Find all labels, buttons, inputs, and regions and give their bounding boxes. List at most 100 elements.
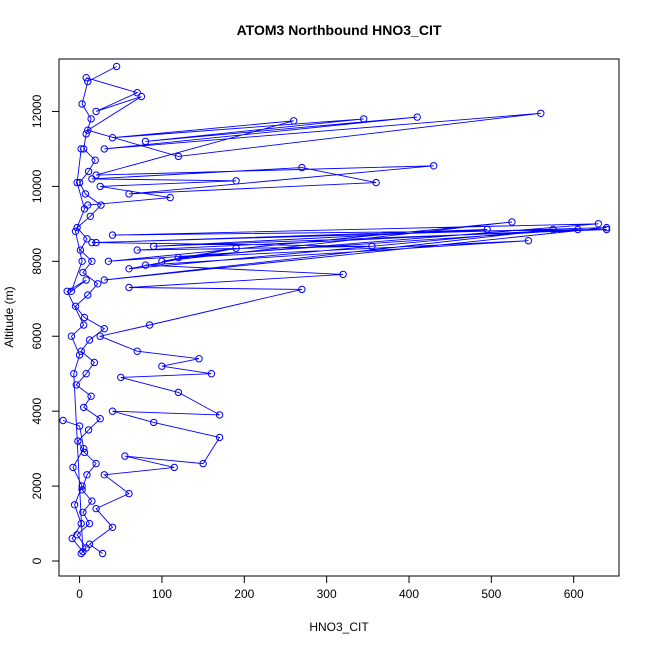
data-point — [195, 355, 203, 363]
data-point — [82, 370, 90, 378]
data-point — [75, 178, 84, 187]
y-tick-label: 8000 — [30, 248, 44, 275]
data-point — [85, 336, 94, 344]
data-point — [298, 285, 306, 294]
data-point — [92, 238, 100, 247]
data-point — [67, 287, 76, 295]
data-point — [82, 130, 90, 138]
data-point — [174, 388, 183, 397]
data-point — [91, 156, 99, 164]
data-point — [100, 325, 109, 333]
x-tick-label: 0 — [76, 587, 83, 601]
data-point — [85, 540, 94, 548]
data-point — [96, 182, 104, 191]
data-point — [63, 287, 71, 295]
data-point — [108, 231, 117, 239]
y-tick-label: 6000 — [30, 323, 44, 350]
data-point — [150, 242, 158, 251]
data-point — [133, 89, 141, 97]
data-point — [96, 332, 104, 340]
data-point — [98, 549, 107, 558]
data-point — [133, 246, 141, 254]
data-point — [78, 100, 86, 108]
data-point — [73, 531, 81, 539]
data-point — [125, 190, 133, 198]
data-point — [290, 117, 298, 125]
series-3-line — [86, 77, 541, 206]
data-point — [108, 407, 117, 415]
data-point — [82, 276, 90, 284]
data-point — [232, 177, 240, 185]
plot-frame — [58, 58, 620, 577]
data-point — [100, 471, 109, 479]
data-point — [74, 437, 82, 445]
x-tick-label: 500 — [481, 587, 501, 601]
data-point — [73, 178, 81, 187]
data-point — [141, 261, 150, 269]
y-tick-label: 10000 — [30, 169, 44, 203]
data-point — [88, 238, 96, 247]
data-point — [82, 74, 90, 82]
data-point — [100, 145, 109, 153]
data-point — [73, 223, 81, 232]
data-point — [87, 392, 95, 400]
data-point — [166, 193, 174, 202]
data-point — [78, 257, 86, 265]
data-point — [80, 313, 89, 322]
data-point — [96, 415, 104, 423]
x-tick-label: 400 — [399, 587, 419, 601]
data-point — [360, 115, 368, 123]
data-point — [75, 351, 84, 359]
data-point — [602, 225, 611, 234]
data-point — [158, 362, 166, 370]
data-point — [549, 225, 557, 234]
data-point — [141, 137, 150, 146]
data-point — [104, 257, 113, 265]
data-point — [83, 235, 91, 243]
data-point — [83, 471, 91, 479]
data-point — [137, 92, 146, 101]
data-point — [88, 257, 96, 265]
x-tick-label: 200 — [234, 587, 254, 601]
data-point — [79, 547, 87, 556]
data-point — [108, 134, 117, 142]
data-point — [68, 534, 76, 543]
data-point — [145, 321, 154, 329]
data-point — [69, 463, 77, 472]
data-point — [86, 212, 95, 221]
data-point — [117, 373, 125, 382]
data-point — [79, 508, 87, 516]
data-point — [67, 332, 76, 340]
series-layer — [59, 62, 611, 558]
data-point — [84, 126, 92, 134]
data-point — [59, 416, 67, 425]
data-point — [602, 223, 611, 232]
x-axis-label: HNO3_CIT — [309, 620, 369, 634]
data-point — [150, 418, 158, 427]
y-tick-label: 0 — [30, 557, 44, 564]
series-2-line — [88, 221, 607, 554]
data-point — [170, 463, 179, 472]
data-point — [84, 167, 93, 176]
data-point — [232, 244, 240, 252]
data-point — [77, 145, 85, 153]
data-point — [79, 268, 87, 277]
data-point — [574, 225, 582, 234]
data-point — [87, 115, 95, 123]
data-point — [77, 549, 85, 558]
data-point — [72, 381, 81, 389]
data-point — [483, 225, 491, 234]
data-point — [75, 422, 84, 430]
data-point — [77, 519, 85, 528]
data-point — [125, 283, 133, 292]
data-point — [174, 152, 183, 161]
data-point — [430, 162, 438, 170]
series-1-line — [74, 66, 117, 554]
data-point — [90, 358, 99, 367]
y-axis-label: Altitude (m) — [2, 286, 16, 347]
data-point — [70, 370, 78, 378]
chart-title: ATOM3 Northbound HNO3_CIT — [237, 22, 442, 38]
data-point — [108, 523, 117, 531]
